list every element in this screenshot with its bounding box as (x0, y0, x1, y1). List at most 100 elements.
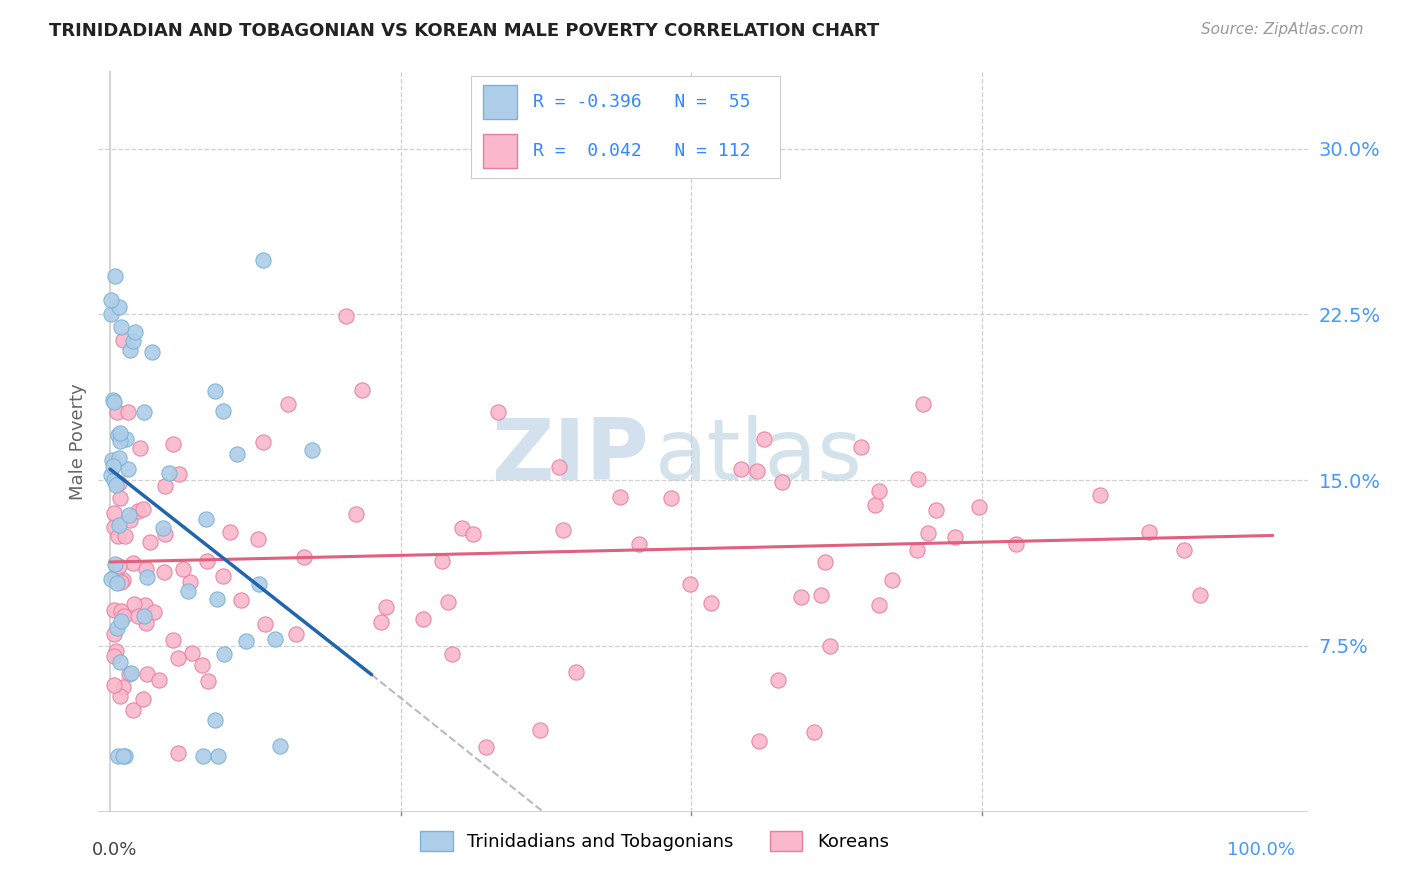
Point (103, 520, 125, 534)
Point (122, 597, 145, 611)
Point (195, 512, 218, 526)
Point (127, 504, 149, 518)
Point (252, 434, 274, 449)
Point (212, 648, 235, 662)
Point (905, 542, 928, 557)
Point (111, 574, 134, 588)
Point (153, 565, 176, 579)
Point (235, 633, 257, 648)
Point (103, 506, 125, 520)
Point (177, 583, 200, 598)
Point (101, 453, 124, 467)
Point (747, 464, 769, 478)
Point (117, 405, 139, 419)
Point (553, 523, 575, 537)
Point (108, 491, 131, 505)
Point (179, 574, 201, 589)
Point (911, 397, 934, 411)
Point (292, 549, 315, 564)
Point (167, 746, 190, 760)
Point (346, 508, 368, 522)
Point (195, 554, 218, 568)
Point (105, 576, 128, 591)
Point (197, 673, 219, 688)
Point (207, 749, 229, 764)
Point (108, 517, 131, 532)
Point (219, 524, 242, 539)
Point (412, 612, 434, 626)
Point (110, 434, 132, 448)
Point (148, 673, 170, 687)
Point (104, 569, 127, 583)
Point (100, 307, 122, 321)
Point (117, 462, 139, 476)
Point (752, 433, 775, 447)
Point (105, 478, 128, 492)
Point (104, 268, 127, 283)
Point (969, 500, 991, 514)
Point (107, 405, 129, 419)
Text: Source: ZipAtlas.com: Source: ZipAtlas.com (1201, 22, 1364, 37)
Point (107, 529, 129, 543)
Point (247, 576, 270, 591)
Point (121, 334, 143, 348)
Point (167, 650, 190, 665)
Point (110, 319, 132, 334)
Point (254, 617, 277, 632)
Point (120, 513, 142, 527)
Point (105, 621, 128, 635)
Point (437, 594, 460, 608)
Point (111, 333, 134, 347)
Y-axis label: Male Poverty: Male Poverty (69, 384, 87, 500)
Point (129, 442, 152, 456)
Point (204, 713, 226, 727)
Point (810, 588, 832, 602)
Point (863, 498, 886, 512)
Point (301, 442, 323, 457)
Point (661, 491, 683, 506)
Point (103, 602, 125, 616)
Point (790, 590, 813, 604)
Point (748, 733, 770, 747)
Point (565, 665, 588, 680)
Text: TRINIDADIAN AND TOBAGONIAN VS KOREAN MALE POVERTY CORRELATION CHART: TRINIDADIAN AND TOBAGONIAN VS KOREAN MAL… (49, 22, 880, 40)
Point (120, 666, 142, 681)
Point (103, 678, 125, 692)
Point (1188, 588, 1211, 602)
Point (547, 460, 569, 475)
Point (103, 649, 125, 664)
Point (814, 556, 837, 570)
Point (108, 300, 131, 314)
Point (115, 432, 138, 446)
Point (180, 646, 202, 660)
Point (112, 609, 135, 624)
Bar (484, 85, 517, 119)
Point (451, 521, 474, 535)
Point (142, 605, 165, 619)
Point (1088, 488, 1111, 502)
Point (141, 344, 163, 359)
Point (108, 476, 131, 491)
Point (766, 673, 789, 687)
Point (486, 405, 509, 419)
Point (172, 562, 194, 576)
Point (917, 526, 939, 541)
Point (770, 475, 793, 489)
Point (269, 739, 291, 753)
Point (153, 479, 176, 493)
Point (335, 310, 357, 324)
Point (152, 521, 174, 535)
Point (100, 572, 122, 586)
Point (803, 724, 825, 739)
Point (820, 639, 842, 653)
Point (868, 599, 890, 613)
Point (430, 554, 453, 568)
Point (118, 667, 141, 681)
Text: R = -0.396   N =  55: R = -0.396 N = 55 (533, 93, 751, 111)
Legend: Trinidadians and Tobagonians, Koreans: Trinidadians and Tobagonians, Koreans (413, 824, 896, 858)
Point (350, 383, 373, 397)
Point (943, 530, 966, 544)
Point (114, 529, 136, 543)
Point (162, 436, 184, 450)
Point (627, 537, 650, 551)
